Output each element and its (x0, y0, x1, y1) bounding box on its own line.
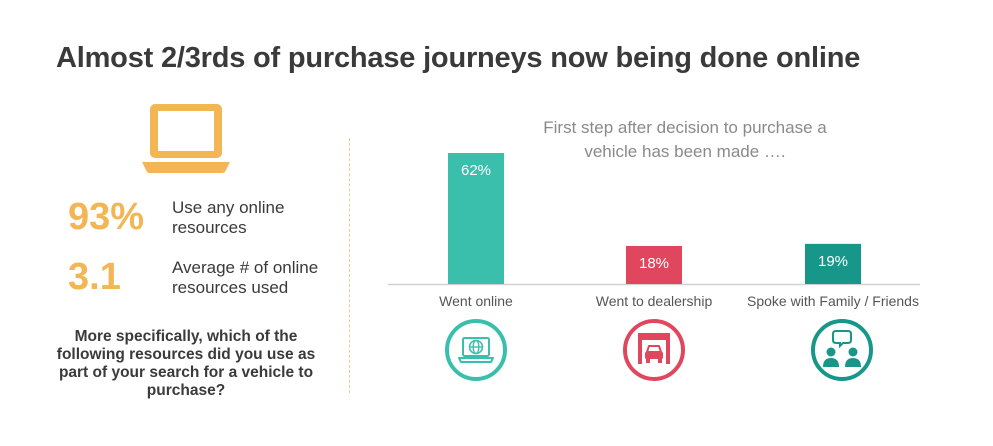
section-divider (349, 138, 350, 393)
bar-value-label: 19% (818, 253, 848, 270)
bar (626, 245, 682, 284)
bar (805, 243, 861, 284)
stat-online-resources-label: Use any online resources (172, 198, 285, 237)
dealership-car-icon (623, 319, 685, 381)
category-label: Went online (439, 293, 513, 309)
people-chat-icon (811, 319, 873, 381)
bar-value-label: 18% (639, 255, 669, 272)
laptop-icon (142, 104, 230, 173)
bar-value-label: 62% (461, 162, 491, 179)
stat-average-resources-value: 3.1 (68, 256, 121, 298)
page-title: Almost 2/3rds of purchase journeys now b… (56, 42, 861, 74)
laptop-globe-icon (445, 319, 507, 381)
stat-online-resources-value: 93% (68, 196, 145, 238)
chart-subtitle: First step after decision to purchase a … (543, 118, 827, 161)
stat-average-resources-label: Average # of online resources used (172, 258, 319, 297)
category-label: Spoke with Family / Friends (747, 293, 919, 309)
bar (448, 153, 504, 284)
survey-question: More specifically, which of the followin… (56, 328, 316, 399)
category-label: Went to dealership (596, 293, 713, 309)
